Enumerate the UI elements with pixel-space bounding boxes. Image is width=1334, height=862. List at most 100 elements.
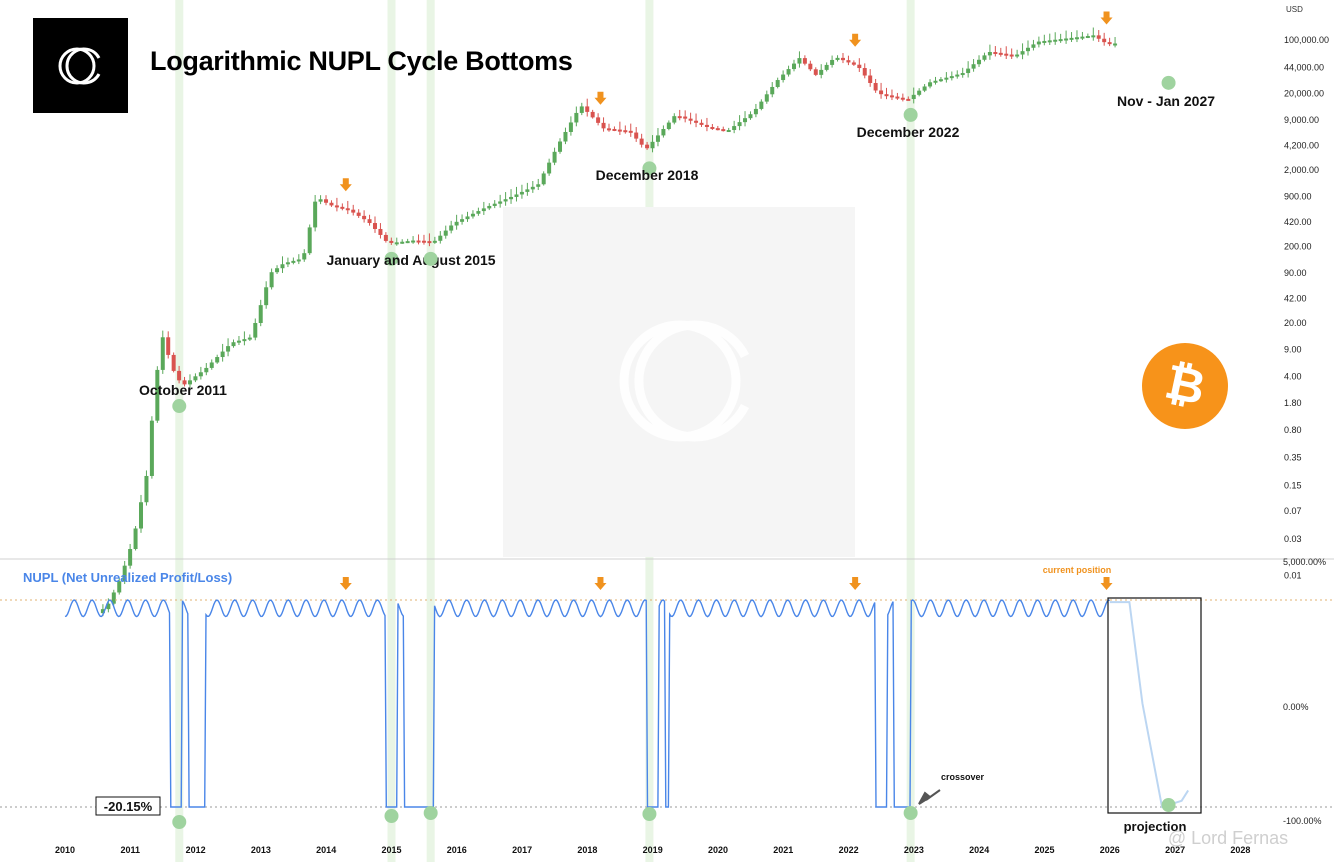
watermark-logo-icon [619, 320, 750, 442]
price-tick-label: 0.07 [1284, 506, 1302, 516]
candle-body [987, 52, 992, 56]
nupl-bottom-marker [1161, 798, 1176, 812]
candle-body [519, 191, 524, 195]
candle-body [492, 203, 497, 206]
x-tick-label: 2020 [708, 845, 728, 855]
candle-body [704, 124, 709, 127]
x-tick-label: 2010 [55, 845, 75, 855]
candle-body [688, 118, 693, 121]
candle-body [432, 240, 437, 243]
candle-body [623, 130, 628, 133]
candle-body [139, 502, 144, 529]
candle-body [1004, 53, 1009, 56]
price-tick-label: 20.00 [1284, 318, 1307, 328]
candle-body [345, 208, 350, 211]
candle-body [917, 90, 922, 95]
cycle-bottom-marker [903, 107, 918, 122]
nupl-bottom-marker [903, 806, 918, 820]
candle-body [873, 82, 878, 91]
candle-body [884, 94, 889, 97]
nupl-line [64, 599, 1110, 808]
candle-body [955, 74, 960, 77]
candle-body [351, 209, 356, 213]
candle-body [155, 369, 160, 421]
candle-body [830, 59, 835, 65]
x-tick-label: 2021 [773, 845, 793, 855]
candle-body [949, 76, 954, 79]
candle-body [1047, 40, 1052, 43]
candle-body [1031, 44, 1036, 48]
candle-body [792, 63, 797, 70]
candle-body [944, 77, 949, 80]
x-axis: 2010 2011 2012 2013 2014 2015 2016 2017 2018 2019… [55, 845, 1250, 855]
candle-body [1074, 37, 1079, 40]
candle-body [770, 86, 775, 95]
candle-body [296, 259, 301, 262]
candle-body [1042, 40, 1047, 43]
candle-body [650, 141, 655, 149]
price-tick-label: 100,000.00 [1284, 35, 1329, 45]
candle-body [715, 128, 720, 131]
candle-body [840, 57, 845, 61]
candle-body [585, 106, 590, 112]
nupl-panel: NUPL (Net Unrealized Profit/Loss) project… [23, 565, 1288, 848]
candle-body [726, 130, 731, 133]
crossover-label: crossover [941, 772, 985, 782]
svg-text:₿: ₿ [1160, 356, 1209, 416]
candle-body [612, 128, 617, 131]
x-tick-label: 2016 [447, 845, 467, 855]
candle-body [1058, 39, 1063, 42]
candle-body [868, 75, 873, 83]
candle-body [677, 116, 682, 119]
x-tick-label: 2023 [904, 845, 924, 855]
candle-body [802, 58, 807, 64]
cycle-bottom-marker [1161, 75, 1176, 90]
candle-body [171, 354, 176, 371]
x-tick-label: 2027 [1165, 845, 1185, 855]
candle-body [966, 68, 971, 74]
candle-body [928, 82, 933, 87]
x-tick-label: 2028 [1230, 845, 1250, 855]
candle-body [998, 52, 1003, 55]
candle-body [470, 213, 475, 217]
candle-body [280, 264, 285, 269]
candle-body [318, 199, 323, 202]
price-tick-label: 42.00 [1284, 293, 1307, 303]
candle-body [198, 372, 203, 377]
candle-body [427, 241, 432, 244]
candle-body [275, 268, 280, 273]
candle-body [302, 253, 307, 260]
candle-body [231, 342, 236, 347]
candle-body [128, 549, 133, 566]
nupl-bottom-marker [384, 809, 399, 823]
cycle-bottom-label: January and August 2015 [326, 252, 495, 268]
candle-body [639, 138, 644, 145]
candle-body [938, 79, 943, 82]
price-tick-label: 2,000.00 [1284, 165, 1319, 175]
candle-body [460, 219, 465, 222]
x-tick-label: 2015 [381, 845, 401, 855]
orange-down-arrow-icon [339, 577, 352, 590]
candle-body [1064, 38, 1069, 41]
candle-body [889, 95, 894, 98]
candle-body [1113, 43, 1118, 46]
candle-body [628, 130, 633, 133]
candle-body [1069, 37, 1074, 40]
candle-body [547, 162, 552, 174]
candle-body [982, 55, 987, 60]
projection-box [1107, 597, 1202, 814]
candle-body [334, 205, 339, 208]
candle-body [808, 63, 813, 70]
cycle-bottom-label: December 2018 [596, 167, 699, 183]
candle-body [813, 69, 818, 75]
bottom-value-label: -20.15% [104, 799, 153, 814]
candle-body [236, 340, 241, 343]
candle-body [672, 116, 677, 123]
candle-body [144, 475, 149, 503]
cycle-bottom-marker [642, 161, 657, 176]
candle-body [378, 228, 383, 235]
cycle-top-arrows [339, 11, 1113, 590]
candle-body [759, 101, 764, 109]
candle-body [481, 208, 486, 212]
